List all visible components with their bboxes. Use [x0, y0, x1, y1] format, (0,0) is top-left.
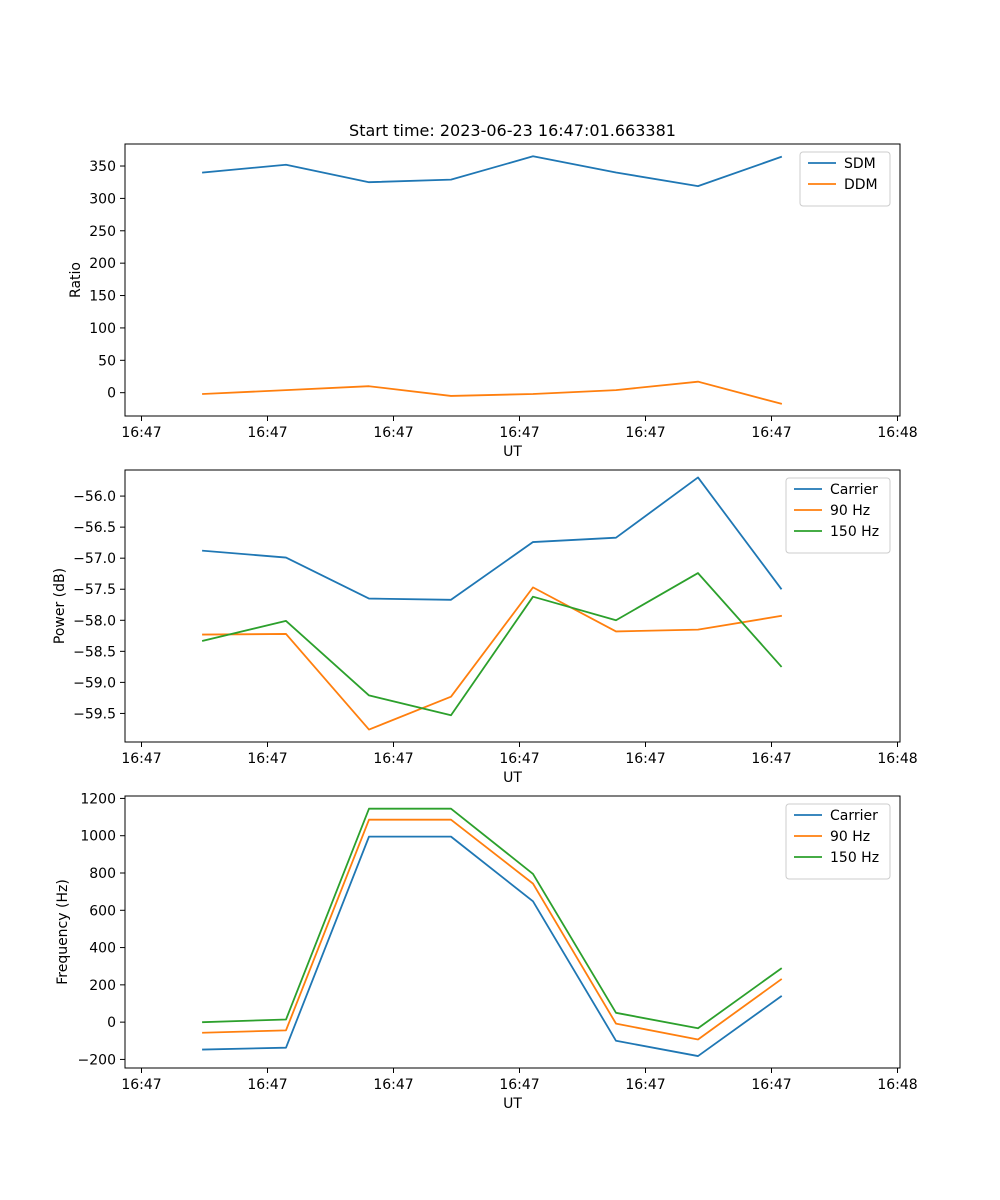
- ratio-legend: SDM DDM: [799, 151, 891, 207]
- ratio-plot-area: [124, 143, 901, 417]
- power-x-axis: 16:47 16:47 16:47 16:47 16:47 16:47 16:48: [121, 742, 918, 767]
- power-y-tick-label: −56.0: [73, 489, 116, 505]
- power-series-carrier-line: [202, 476, 783, 601]
- frequency-y-tick-label: 1200: [80, 791, 116, 807]
- frequency-legend: Carrier 90 Hz 150 Hz: [785, 803, 891, 880]
- frequency-x-tick-label: 16:47: [751, 1077, 791, 1093]
- ratio-x-tick-label: 16:47: [247, 425, 287, 441]
- frequency-x-tick-label: 16:48: [877, 1077, 917, 1093]
- frequency-y-axis: −200 0 200 400 600 800 1000 1200: [78, 791, 125, 1068]
- ratio-y-tick-label: 200: [89, 256, 116, 272]
- power-plot-area: [124, 469, 901, 743]
- frequency-legend-label-90-hz: 90 Hz: [830, 829, 870, 845]
- frequency-x-tick-label: 16:47: [499, 1077, 539, 1093]
- frequency-series-150-hz-line: [202, 807, 783, 1030]
- frequency-y-tick-label: 600: [89, 903, 116, 919]
- power-x-tick-label: 16:47: [373, 751, 413, 767]
- frequency-y-axis-label: Frequency (Hz): [55, 879, 71, 985]
- ratio-panel: 16:47 16:47 16:47 16:47 16:47 16:47 16:48 0 50 1…: [68, 143, 918, 460]
- power-series-150-hz-line: [201, 572, 783, 717]
- ratio-y-tick-label: 350: [89, 159, 116, 175]
- power-y-tick-label: −57.5: [73, 582, 116, 598]
- ratio-x-tick-label: 16:47: [499, 425, 539, 441]
- frequency-series-90-hz-line: [202, 818, 783, 1041]
- ratio-x-tick-label: 16:48: [877, 425, 917, 441]
- power-y-tick-label: −58.0: [73, 613, 116, 629]
- frequency-x-tick-label: 16:47: [625, 1077, 665, 1093]
- ratio-y-tick-label: 150: [89, 289, 116, 305]
- ratio-y-tick-label: 300: [89, 191, 116, 207]
- power-y-axis-label: Power (dB): [52, 568, 68, 644]
- power-x-tick-label: 16:47: [751, 751, 791, 767]
- power-y-tick-label: −57.0: [73, 551, 116, 567]
- frequency-y-tick-label: 0: [107, 1015, 116, 1031]
- figure-title: Start time: 2023-06-23 16:47:01.663381: [349, 121, 676, 140]
- ratio-x-axis-label: UT: [503, 444, 522, 460]
- frequency-lines: [202, 807, 783, 1057]
- ratio-x-tick-label: 16:47: [625, 425, 665, 441]
- power-y-tick-label: −56.5: [73, 520, 116, 536]
- frequency-y-tick-label: 400: [89, 941, 116, 957]
- power-series-90-hz-line: [202, 586, 783, 731]
- frequency-x-axis: 16:47 16:47 16:47 16:47 16:47 16:47 16:48: [121, 1068, 918, 1093]
- frequency-series-carrier-line: [202, 835, 783, 1057]
- frequency-panel: 16:47 16:47 16:47 16:47 16:47 16:47 16:48 −200…: [55, 791, 918, 1112]
- power-y-tick-label: −58.5: [73, 644, 116, 660]
- frequency-x-axis-label: UT: [503, 1096, 522, 1112]
- power-legend-label-150-hz: 150 Hz: [830, 524, 879, 540]
- power-panel: 16:47 16:47 16:47 16:47 16:47 16:47 16:48 −56.…: [52, 469, 918, 786]
- frequency-y-tick-label: 800: [89, 866, 116, 882]
- power-lines: [201, 476, 783, 731]
- ratio-y-tick-label: 250: [89, 224, 116, 240]
- power-y-axis: −56.0 −56.5 −57.0 −57.5 −58.0 −58.5 −59.0 −59.5: [73, 489, 125, 722]
- frequency-x-tick-label: 16:47: [247, 1077, 287, 1093]
- ratio-y-tick-label: 0: [107, 386, 116, 402]
- ratio-lines: [202, 155, 783, 405]
- frequency-y-tick-label: −200: [78, 1052, 116, 1068]
- ratio-x-axis: 16:47 16:47 16:47 16:47 16:47 16:47 16:48: [121, 416, 918, 441]
- power-x-tick-label: 16:47: [499, 751, 539, 767]
- ratio-y-tick-label: 50: [98, 353, 116, 369]
- frequency-plot-area: [124, 795, 901, 1069]
- power-x-tick-label: 16:47: [121, 751, 161, 767]
- power-legend-label-carrier: Carrier: [830, 482, 878, 498]
- power-y-tick-label: −59.0: [73, 675, 116, 691]
- ratio-legend-label-sdm: SDM: [844, 156, 876, 172]
- ratio-y-tick-label: 100: [89, 321, 116, 337]
- power-y-tick-label: −59.5: [73, 706, 116, 722]
- frequency-legend-box: [785, 803, 891, 880]
- power-legend-label-90-hz: 90 Hz: [830, 503, 870, 519]
- frequency-y-tick-label: 200: [89, 978, 116, 994]
- frequency-x-tick-label: 16:47: [373, 1077, 413, 1093]
- ratio-x-tick-label: 16:47: [373, 425, 413, 441]
- ratio-x-tick-label: 16:47: [121, 425, 161, 441]
- ratio-series-ddm-line: [202, 380, 783, 405]
- power-x-axis-label: UT: [503, 770, 522, 786]
- ratio-series-sdm-line: [202, 155, 783, 188]
- ratio-y-axis: 0 50 100 150 200 250 300 350: [89, 159, 125, 402]
- ratio-x-tick-label: 16:47: [751, 425, 791, 441]
- frequency-x-tick-label: 16:47: [121, 1077, 161, 1093]
- power-x-tick-label: 16:48: [877, 751, 917, 767]
- power-x-tick-label: 16:47: [625, 751, 665, 767]
- power-x-tick-label: 16:47: [247, 751, 287, 767]
- frequency-legend-label-carrier: Carrier: [830, 808, 878, 824]
- ratio-legend-label-ddm: DDM: [844, 177, 878, 193]
- power-legend: Carrier 90 Hz 150 Hz: [785, 477, 891, 554]
- power-legend-box: [785, 477, 891, 554]
- ratio-legend-box: [799, 151, 891, 207]
- frequency-legend-label-150-hz: 150 Hz: [830, 850, 879, 866]
- ratio-y-axis-label: Ratio: [68, 262, 84, 298]
- frequency-y-tick-label: 1000: [80, 829, 116, 845]
